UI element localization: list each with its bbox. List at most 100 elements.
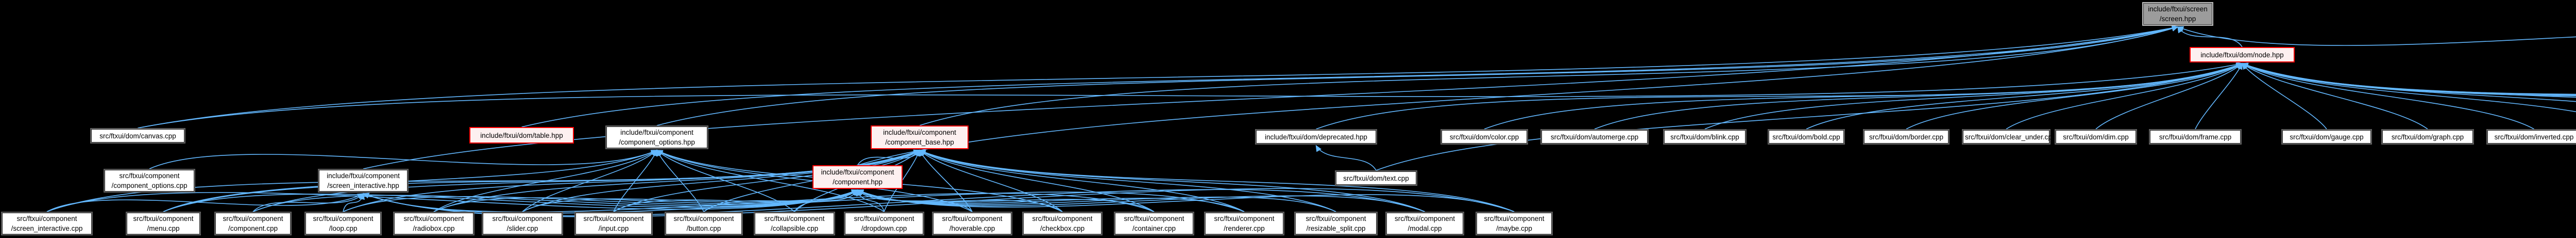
graph-node-label: src/ftxui/dom/canvas.cpp <box>99 132 176 140</box>
graph-edge <box>138 61 2243 129</box>
graph-node-label: src/ftxui/component <box>133 215 194 223</box>
graph-node-label: /input.cpp <box>598 225 629 232</box>
graph-edge <box>857 189 1515 212</box>
graph-node-button-cpp[interactable]: src/ftxui/component/button.cpp <box>665 212 743 235</box>
graph-edge <box>1594 63 2243 130</box>
graph-node-modal-cpp[interactable]: src/ftxui/component/modal.cpp <box>1385 212 1464 235</box>
graph-node-inverted-cpp[interactable]: src/ftxui/dom/inverted.cpp <box>2486 129 2576 145</box>
graph-node-label: src/ftxui/component <box>583 215 644 223</box>
graph-node-frame-cpp[interactable]: src/ftxui/dom/frame.cpp <box>2149 129 2242 145</box>
graph-node-component-hpp[interactable]: include/ftxui/component/component.hpp <box>812 165 903 189</box>
graph-node-label: /dropdown.cpp <box>861 225 907 232</box>
graph-edge <box>2177 26 2243 47</box>
graph-edge <box>46 189 858 212</box>
graph-node-label: /maybe.cpp <box>1496 225 1532 232</box>
graph-node-label: src/ftxui/component <box>764 215 825 223</box>
graph-node-text-cpp[interactable]: src/ftxui/dom/text.cpp <box>1335 170 1417 186</box>
graph-node-label: /resizable_split.cpp <box>1306 225 1366 232</box>
graph-node-label: src/ftxui/component <box>1306 215 1366 223</box>
graph-node-collapsible-cpp[interactable]: src/ftxui/component/collapsible.cpp <box>754 212 835 235</box>
graph-node-loop-cpp[interactable]: src/ftxui/component/loop.cpp <box>304 212 382 235</box>
graph-node-input-cpp[interactable]: src/ftxui/component/input.cpp <box>574 212 653 235</box>
graph-node-label: include/ftxui/dom/deprecated.hpp <box>1265 133 1367 141</box>
graph-node-screen-hpp[interactable]: include/ftxui/screen/screen.hpp <box>2142 2 2213 26</box>
graph-edge <box>138 25 2179 129</box>
graph-edge <box>362 192 1245 214</box>
graph-node-gauge-cpp[interactable]: src/ftxui/dom/gauge.cpp <box>2281 129 2372 145</box>
graph-node-label: src/ftxui/component <box>403 215 464 223</box>
graph-node-slider-cpp[interactable]: src/ftxui/component/slider.cpp <box>482 212 563 235</box>
graph-node-screen-interactive-hpp[interactable]: include/ftxui/component/screen_interacti… <box>318 169 409 193</box>
graph-node-label: src/ftxui/component <box>223 215 283 223</box>
graph-node-label: include/ftxui/component <box>883 129 956 136</box>
graph-node-component-options-hpp[interactable]: include/ftxui/component/component_option… <box>605 125 708 149</box>
graph-node-label: /modal.cpp <box>1408 225 1442 232</box>
graph-node-label: src/ftxui/component <box>313 215 374 223</box>
graph-node-hoverable-cpp[interactable]: src/ftxui/component/hoverable.cpp <box>932 212 1012 235</box>
graph-edge <box>919 150 1245 212</box>
graph-edge <box>2241 63 2534 130</box>
graph-node-label: /component.hpp <box>833 178 883 186</box>
graph-node-node-hpp[interactable]: include/ftxui/dom/node.hpp <box>2190 47 2295 62</box>
graph-node-canvas-cpp[interactable]: src/ftxui/dom/canvas.cpp <box>90 128 185 144</box>
graph-edge <box>2241 63 2428 130</box>
graph-node-color-cpp[interactable]: src/ftxui/dom/color.cpp <box>1440 129 1528 145</box>
graph-edge <box>919 26 2179 126</box>
graph-node-label: src/ftxui/dom/text.cpp <box>1343 174 1409 182</box>
graph-node-label: src/ftxui/component <box>1214 215 1275 223</box>
graph-edge <box>919 150 1515 212</box>
graph-node-label: src/ftxui/dom/color.cpp <box>1449 133 1519 141</box>
graph-edge <box>794 189 858 212</box>
graph-node-radiobox-cpp[interactable]: src/ftxui/component/radiobox.cpp <box>393 212 474 235</box>
graph-node-deprecated-hpp[interactable]: include/ftxui/dom/deprecated.hpp <box>1255 129 1377 145</box>
graph-edge <box>252 193 364 212</box>
graph-edge <box>1806 63 2243 130</box>
graph-node-label: include/ftxui/component <box>327 172 400 180</box>
graph-node-label: /screen_interactive.hpp <box>327 182 399 189</box>
graph-node-label: /hoverable.cpp <box>949 225 995 232</box>
graph-node-component-base-hpp[interactable]: include/ftxui/component/component_base.h… <box>871 125 969 149</box>
graph-node-menu-cpp[interactable]: src/ftxui/component/menu.cpp <box>126 212 201 235</box>
graph-node-table-hpp[interactable]: include/ftxui/dom/table.hpp <box>469 127 574 144</box>
graph-node-graph-cpp[interactable]: src/ftxui/dom/graph.cpp <box>2381 129 2474 145</box>
graph-node-clear-under-cpp[interactable]: src/ftxui/dom/clear_under.cpp <box>1962 129 2056 145</box>
graph-node-dropdown-cpp[interactable]: src/ftxui/component/dropdown.cpp <box>844 212 924 235</box>
graph-node-label: /component_options.cpp <box>111 182 188 189</box>
graph-edge <box>433 150 658 212</box>
graph-edge <box>521 25 2179 128</box>
graph-node-label: src/ftxui/component <box>492 215 553 223</box>
graph-node-border-cpp[interactable]: src/ftxui/dom/border.cpp <box>1863 129 1950 145</box>
graph-node-label: src/ftxui/dom/gauge.cpp <box>2290 133 2364 141</box>
graph-node-label: src/ftxui/component <box>1484 215 1545 223</box>
graph-node-label: include/ftxui/dom/node.hpp <box>2200 51 2284 59</box>
graph-node-component-cpp[interactable]: src/ftxui/component/component.cpp <box>214 212 292 235</box>
graph-node-label: src/ftxui/component <box>673 215 734 223</box>
graph-node-label: src/ftxui/component <box>1032 215 1093 223</box>
graph-node-renderer-cpp[interactable]: src/ftxui/component/renderer.cpp <box>1204 212 1284 235</box>
graph-node-checkbox-cpp[interactable]: src/ftxui/component/checkbox.cpp <box>1022 212 1103 235</box>
graph-node-blink-cpp[interactable]: src/ftxui/dom/blink.cpp <box>1663 129 1747 145</box>
graph-node-container-cpp[interactable]: src/ftxui/component/container.cpp <box>1114 212 1194 235</box>
graph-node-label: src/ftxui/dom/bold.cpp <box>1772 133 1840 141</box>
graph-node-label: /component_base.hpp <box>885 138 954 146</box>
graph-node-maybe-cpp[interactable]: src/ftxui/component/maybe.cpp <box>1476 212 1553 235</box>
graph-node-label: /component.cpp <box>228 225 278 232</box>
graph-node-component-options-cpp[interactable]: src/ftxui/component/component_options.cp… <box>104 169 195 193</box>
graph-edge <box>2241 63 2576 113</box>
graph-node-label: /screen_interactive.cpp <box>11 225 83 232</box>
graph-node-screen-interactive-cpp[interactable]: src/ftxui/component/screen_interactive.c… <box>1 212 93 235</box>
graph-node-label: /screen.hpp <box>2159 15 2196 23</box>
graph-node-label: /slider.cpp <box>506 225 538 232</box>
graph-node-resizable-split-cpp[interactable]: src/ftxui/component/resizable_split.cpp <box>1294 212 1378 235</box>
graph-node-label: /loop.cpp <box>329 225 358 232</box>
graph-node-dim-cpp[interactable]: src/ftxui/dom/dim.cpp <box>2055 129 2137 145</box>
graph-edge <box>1906 63 2243 130</box>
graph-node-bold-cpp[interactable]: src/ftxui/dom/bold.cpp <box>1768 129 1845 145</box>
graph-node-label: src/ftxui/dom/blink.cpp <box>1670 133 1739 141</box>
graph-edge <box>2177 26 2576 46</box>
graph-node-label: /checkbox.cpp <box>1040 225 1085 232</box>
graph-edge <box>2241 63 2576 102</box>
graph-node-automerge-cpp[interactable]: src/ftxui/dom/automerge.cpp <box>1540 129 1649 145</box>
